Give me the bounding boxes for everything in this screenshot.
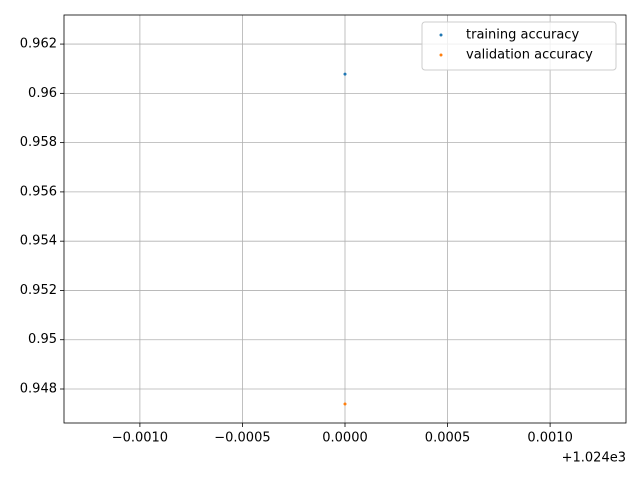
x-tick-label: 0.0005 xyxy=(425,431,471,446)
legend-label: training accuracy xyxy=(466,28,579,43)
point xyxy=(343,402,347,406)
y-tick-label: 0.958 xyxy=(20,135,57,150)
x-tick-label: −0.0010 xyxy=(112,431,168,446)
legend-marker xyxy=(439,53,443,57)
y-tick-label: 0.962 xyxy=(20,37,57,52)
y-tick-label: 0.954 xyxy=(20,234,57,249)
legend-marker xyxy=(439,33,443,37)
point xyxy=(343,72,347,76)
legend-label: validation accuracy xyxy=(466,48,593,63)
x-offset-label: +1.024e3 xyxy=(562,451,626,466)
y-tick-label: 0.956 xyxy=(20,184,57,199)
y-tick-label: 0.948 xyxy=(20,382,57,397)
x-tick-label: −0.0005 xyxy=(214,431,270,446)
plot-frame xyxy=(63,14,627,424)
y-tick-label: 0.96 xyxy=(28,86,57,101)
legend-box xyxy=(421,21,617,71)
x-tick-label: 0.0000 xyxy=(322,431,368,446)
y-tick-label: 0.952 xyxy=(20,283,57,298)
y-tick-label: 0.95 xyxy=(28,332,57,347)
x-tick-label: 0.0010 xyxy=(527,431,573,446)
